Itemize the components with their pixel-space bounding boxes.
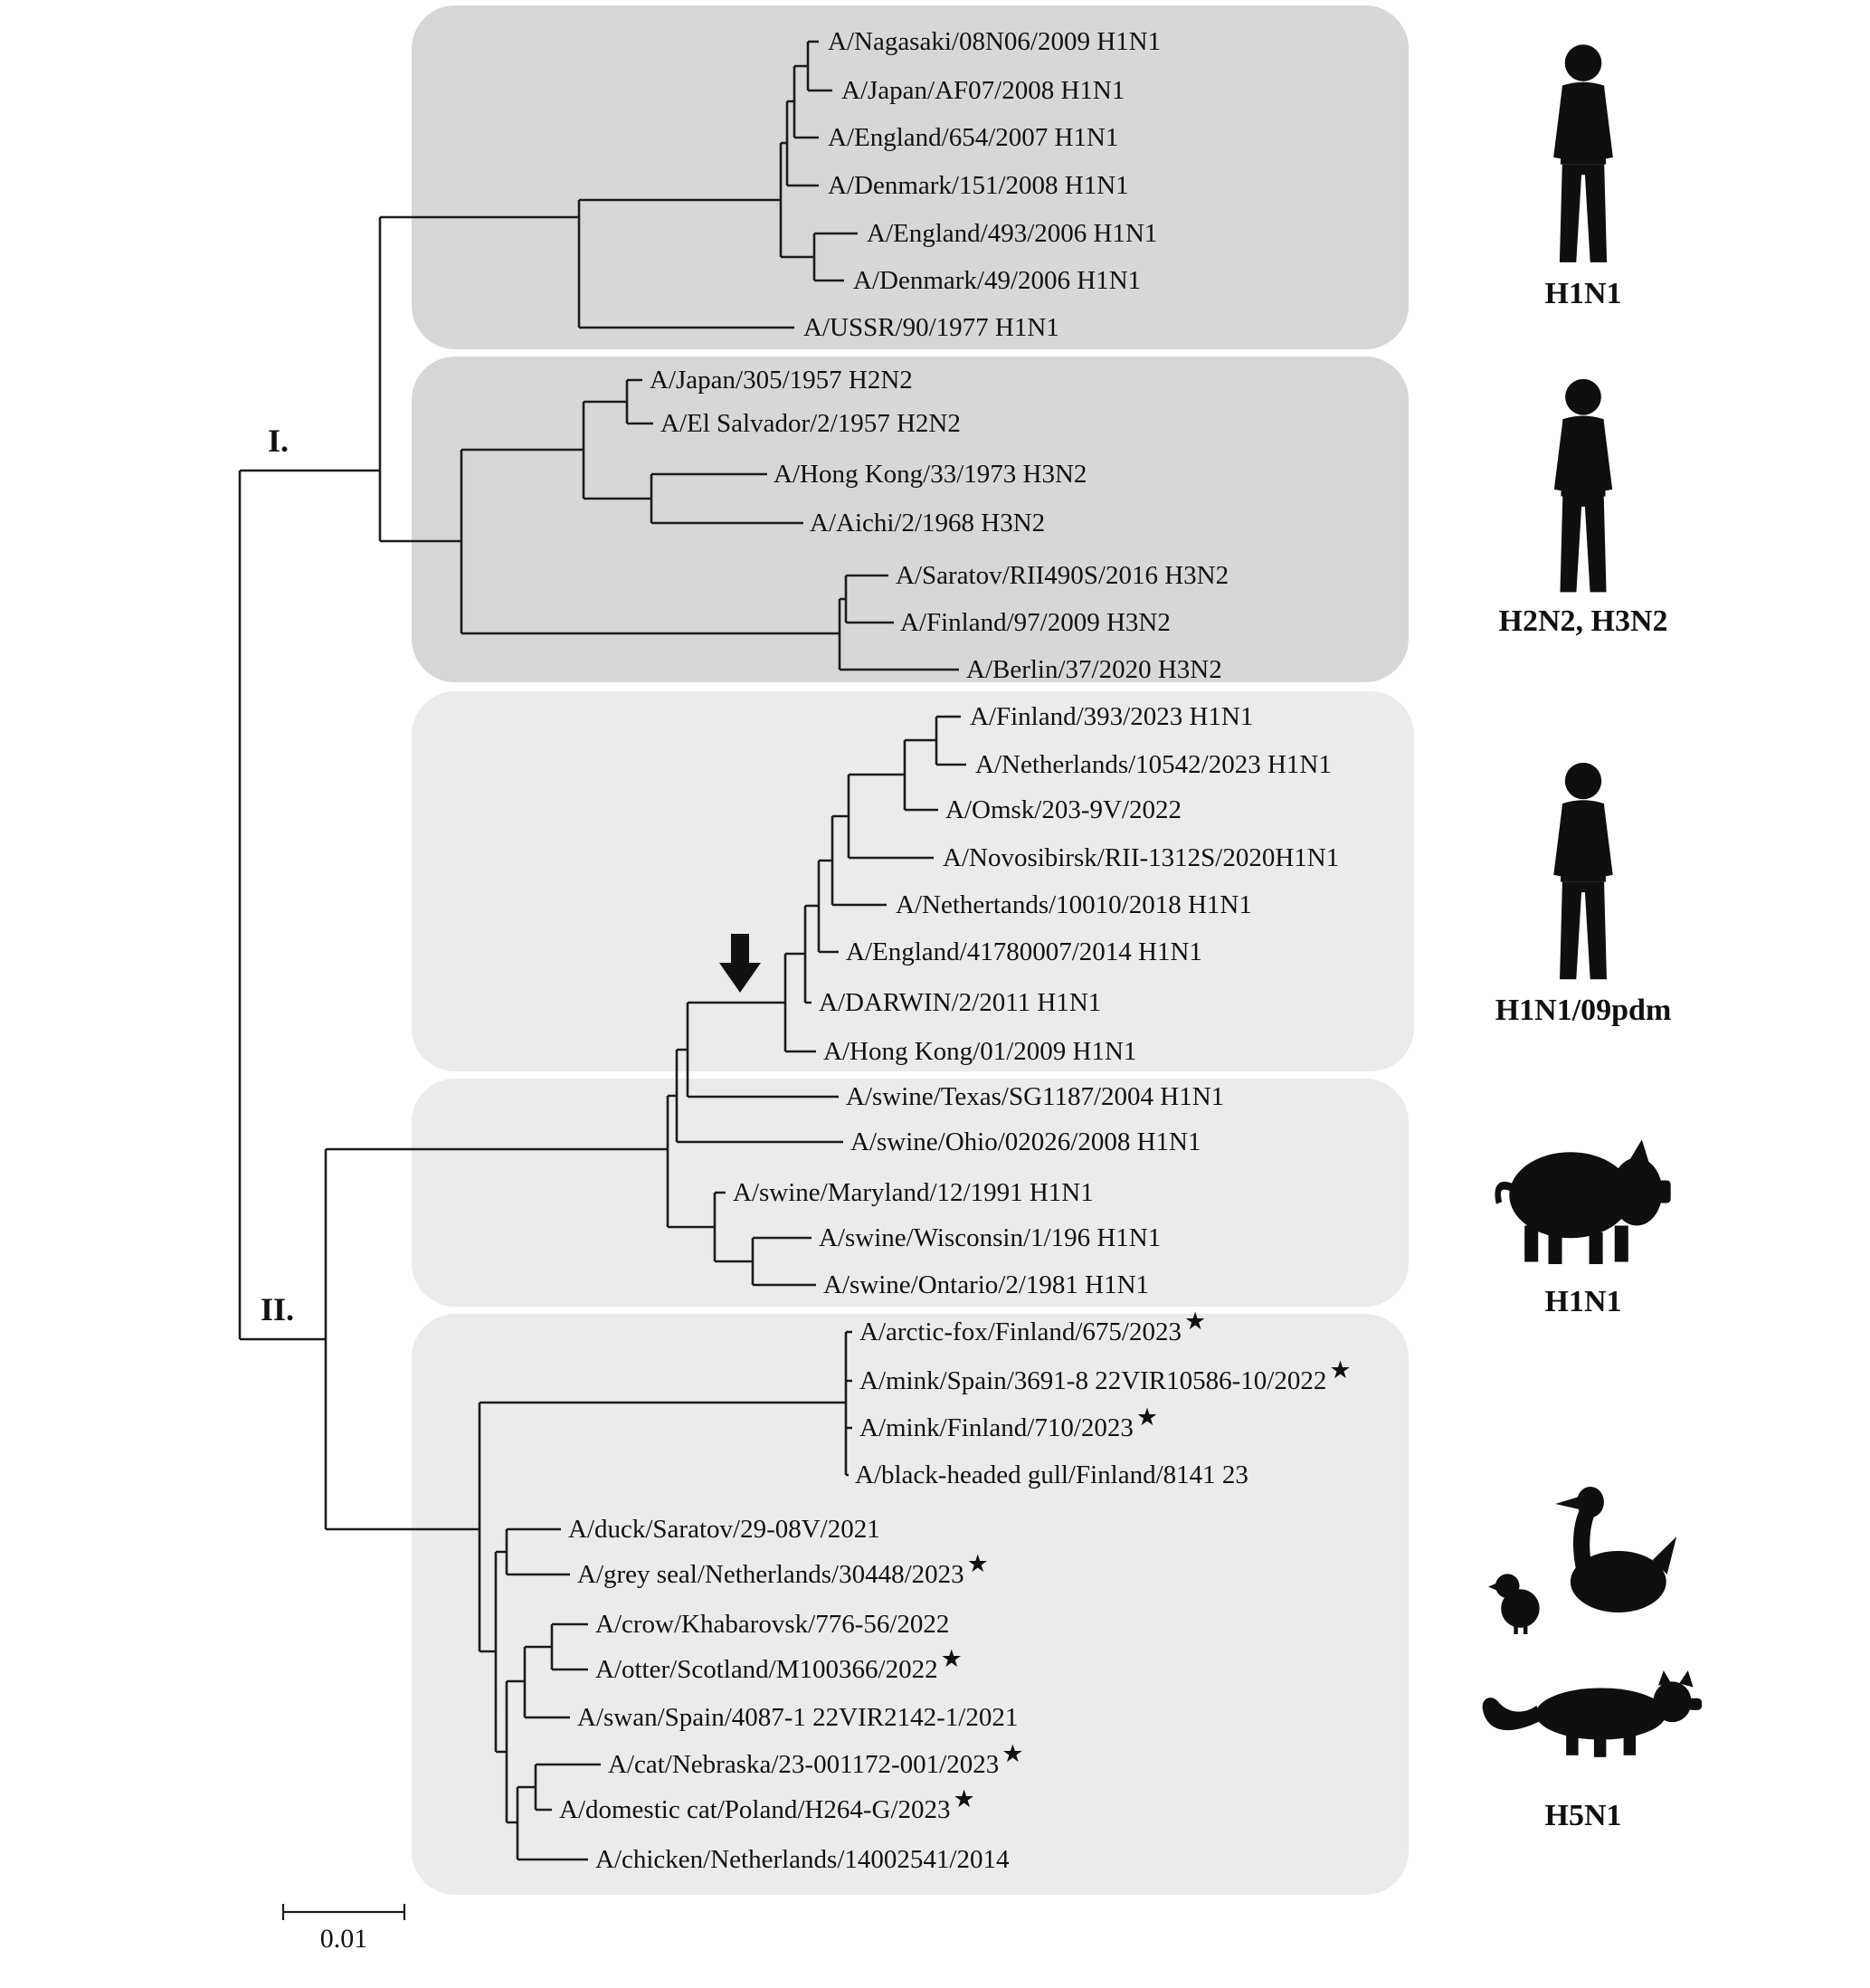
star-icon: ★ (1329, 1356, 1352, 1384)
taxon-label: A/Aichi/2/1968 H3N2 (810, 509, 1046, 537)
taxon-label: A/Nagasaki/08N06/2009 H1N1 (828, 27, 1162, 56)
taxon-label: A/domestic cat/Poland/H264-G/2023 ★ (559, 1785, 975, 1824)
human-icon (1531, 376, 1636, 599)
taxon-label: A/England/493/2006 H1N1 (867, 219, 1158, 248)
clade-box-h1n1-09pdm (412, 691, 1414, 1071)
pig-icon (1486, 1133, 1681, 1269)
taxon-label: A/Japan/AF07/2008 H1N1 (841, 76, 1125, 105)
taxon-label: A/swine/Texas/SG1187/2004 H1N1 (846, 1082, 1225, 1111)
taxon-label: A/swine/Ontario/2/1981 H1N1 (823, 1270, 1150, 1299)
clade-pdm-swine-branches (326, 715, 966, 1287)
taxon-label: A/arctic-fox/Finland/675/2023 ★ (859, 1308, 1207, 1346)
clade-i-label: I. (268, 423, 290, 459)
scale-bar (281, 1904, 406, 1920)
star-icon: ★ (1135, 1403, 1159, 1431)
clade-box-seasonal-h1n1 (412, 5, 1409, 349)
host-label-h5n1: H5N1 (1544, 1799, 1622, 1832)
chick-icon (1488, 1562, 1544, 1634)
taxon-label: A/DARWIN/2/2011 H1N1 (819, 988, 1102, 1017)
duck-icon (1543, 1475, 1678, 1620)
star-icon: ★ (1001, 1740, 1024, 1767)
root-branches (238, 471, 327, 1529)
otter-icon (1479, 1663, 1705, 1764)
highlight-arrow-icon (719, 934, 761, 993)
taxon-label: A/England/654/2007 H1N1 (828, 123, 1119, 152)
host-label-h1n1-seasonal: H1N1 (1544, 277, 1622, 310)
taxon-label: A/mink/Finland/710/2023 ★ (859, 1403, 1159, 1442)
star-icon: ★ (1184, 1308, 1207, 1335)
taxon-label: A/Hong Kong/01/2009 H1N1 (823, 1037, 1137, 1066)
human-icon (1531, 760, 1636, 986)
taxon-label: A/duck/Saratov/29-08V/2021 (568, 1515, 880, 1544)
taxon-label: A/Finland/97/2009 H3N2 (900, 608, 1171, 637)
clade-seasonal-h1n1-branches (380, 40, 858, 329)
taxon-label: A/Denmark/49/2006 H1N1 (853, 266, 1142, 295)
taxon-label: A/chicken/Netherlands/14002541/2014 (595, 1845, 1010, 1874)
host-label-h2n2-h3n2: H2N2, H3N2 (1498, 604, 1668, 638)
taxon-label: A/Omsk/203-9V/2022 (945, 795, 1182, 824)
taxon-label: A/El Salvador/2/1957 H2N2 (660, 409, 961, 438)
taxon-label: A/crow/Khabarovsk/776-56/2022 (595, 1610, 950, 1639)
taxon-label: A/Japan/305/1957 H2N2 (650, 366, 913, 395)
taxon-label: A/Finland/393/2023 H1N1 (970, 702, 1254, 731)
taxon-label: A/Nethertands/10010/2018 H1N1 (896, 890, 1252, 919)
taxon-label: A/Berlin/37/2020 H3N2 (966, 655, 1222, 684)
clade-box-h2n2-h3n2 (412, 357, 1409, 682)
clade-h5n1-branches (326, 1330, 852, 1861)
taxon-label: A/Saratov/RII490S/2016 H3N2 (896, 561, 1229, 590)
scale-bar-label: 0.01 (319, 1924, 368, 1954)
taxon-label: A/black-headed gull/Finland/8141 23 (855, 1460, 1248, 1489)
taxon-label: A/swine/Wisconsin/1/196 H1N1 (819, 1223, 1162, 1252)
taxon-label: A/USSR/90/1977 H1N1 (803, 313, 1059, 342)
taxon-label: A/swan/Spain/4087-1 22VIR2142-1/2021 (577, 1703, 1019, 1732)
taxon-label: A/swine/Maryland/12/1991 H1N1 (733, 1178, 1094, 1207)
clade-h2n2-h3n2-branches (240, 217, 959, 671)
star-icon: ★ (940, 1645, 963, 1672)
clade-box-swine-h1n1 (412, 1079, 1409, 1307)
taxon-label: A/otter/Scotland/M100366/2022 ★ (595, 1645, 963, 1684)
star-icon: ★ (953, 1785, 975, 1812)
taxon-label: A/mink/Spain/3691-8 22VIR10586-10/2022 ★ (859, 1356, 1352, 1395)
host-label-h1n1-09pdm: H1N1/09pdm (1495, 994, 1672, 1027)
clade-ii-label: II. (261, 1291, 295, 1327)
taxon-label: A/England/41780007/2014 H1N1 (846, 937, 1202, 966)
taxon-label: A/grey seal/Netherlands/30448/2023 ★ (577, 1550, 989, 1589)
taxon-label: A/Denmark/151/2008 H1N1 (828, 171, 1129, 200)
clade-box-h5n1 (412, 1314, 1409, 1895)
taxon-label: A/Novosibirsk/RII-1312S/2020H1N1 (943, 843, 1340, 872)
taxon-label: A/Hong Kong/33/1973 H3N2 (774, 460, 1087, 489)
host-label-swine-h1n1: H1N1 (1544, 1285, 1622, 1318)
star-icon: ★ (966, 1550, 989, 1577)
taxon-label: A/swine/Ohio/02026/2008 H1N1 (850, 1127, 1201, 1156)
human-icon (1531, 42, 1636, 270)
taxon-label: A/cat/Nebraska/23-001172-001/2023 ★ (608, 1740, 1024, 1779)
taxon-label: A/Netherlands/10542/2023 H1N1 (975, 750, 1332, 779)
